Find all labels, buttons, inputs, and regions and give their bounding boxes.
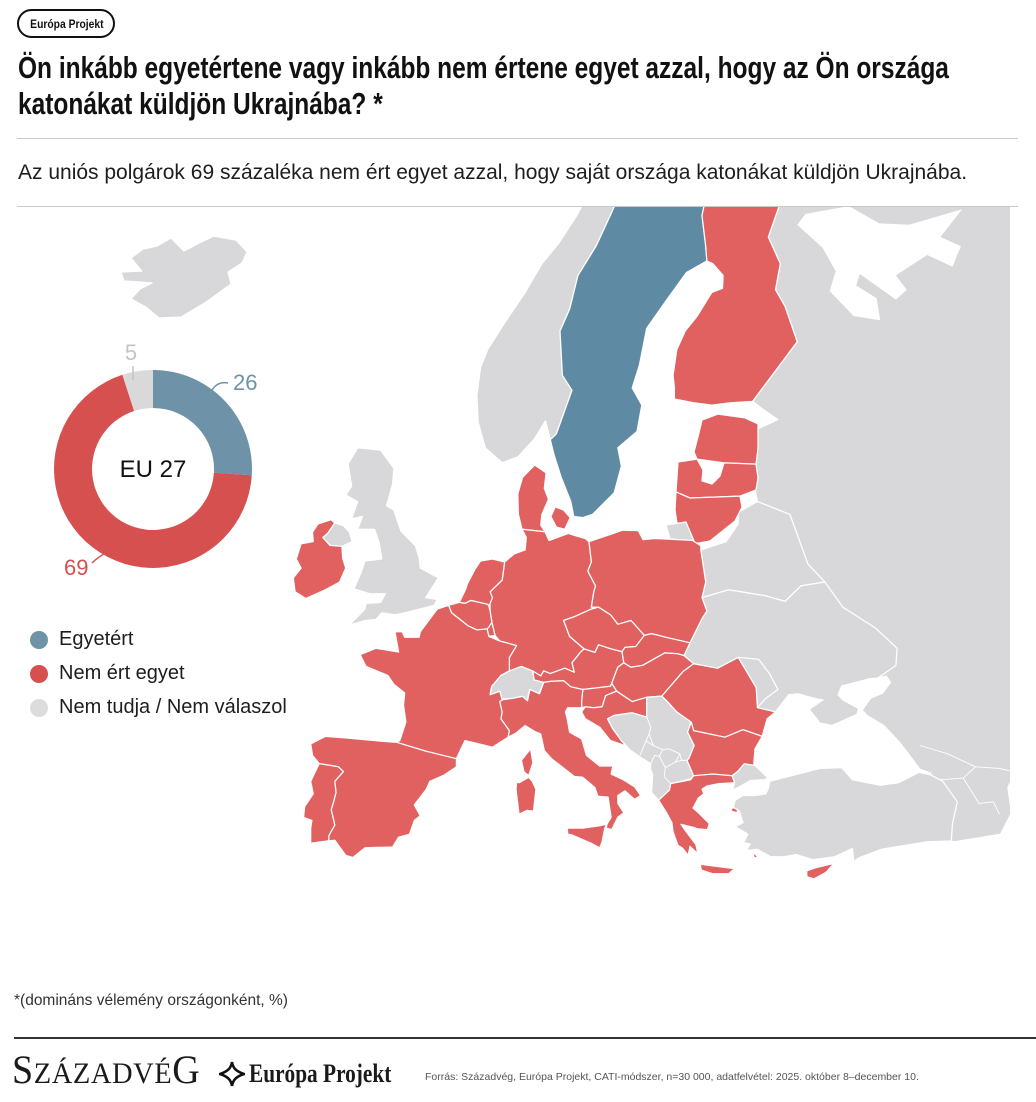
svg-text:5: 5 bbox=[125, 340, 137, 365]
svg-text:26: 26 bbox=[233, 370, 257, 395]
svg-text:69: 69 bbox=[64, 555, 88, 580]
